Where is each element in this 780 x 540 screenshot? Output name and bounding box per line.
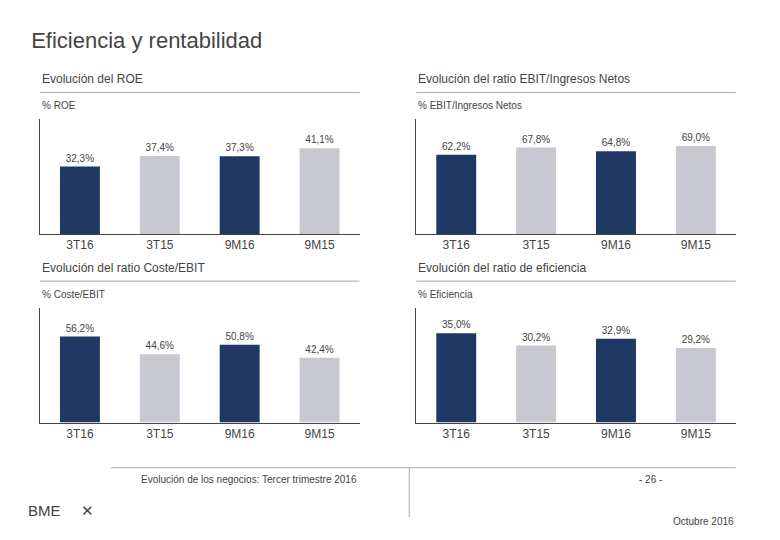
svg-text:62,2%: 62,2% [442, 141, 470, 152]
svg-text:3T15: 3T15 [146, 427, 174, 441]
svg-text:32,3%: 32,3% [66, 153, 94, 164]
svg-text:Evolución del ratio de eficien: Evolución del ratio de eficiencia [418, 261, 586, 275]
svg-text:✕: ✕ [81, 502, 94, 519]
svg-text:Evolución del ROE: Evolución del ROE [42, 72, 143, 86]
svg-text:% Eficiencia: % Eficiencia [418, 289, 473, 300]
svg-text:9M15: 9M15 [305, 427, 335, 441]
svg-text:35,0%: 35,0% [442, 319, 470, 330]
svg-text:9M16: 9M16 [225, 427, 255, 441]
svg-text:3T16: 3T16 [443, 238, 471, 252]
svg-text:3T16: 3T16 [443, 427, 471, 441]
svg-text:67,8%: 67,8% [522, 134, 550, 145]
svg-text:% EBIT/Ingresos Netos: % EBIT/Ingresos Netos [418, 100, 522, 111]
svg-text:3T16: 3T16 [66, 238, 94, 252]
svg-text:44,6%: 44,6% [146, 340, 174, 351]
svg-text:32,9%: 32,9% [602, 325, 630, 336]
svg-text:% ROE: % ROE [42, 100, 76, 111]
svg-text:Evolución del ratio Coste/EBIT: Evolución del ratio Coste/EBIT [42, 261, 205, 275]
svg-text:42,4%: 42,4% [305, 344, 333, 355]
svg-text:69,0%: 69,0% [682, 132, 710, 143]
svg-text:9M15: 9M15 [681, 238, 711, 252]
svg-text:Evolución de los negocios: Ter: Evolución de los negocios: Tercer trimes… [141, 474, 357, 485]
svg-text:56,2%: 56,2% [66, 323, 94, 334]
svg-text:9M16: 9M16 [601, 238, 631, 252]
svg-text:64,8%: 64,8% [602, 137, 630, 148]
svg-text:9M15: 9M15 [305, 238, 335, 252]
svg-text:3T15: 3T15 [146, 238, 174, 252]
svg-text:% Coste/EBIT: % Coste/EBIT [42, 289, 105, 300]
svg-text:3T15: 3T15 [522, 238, 550, 252]
svg-text:Eficiencia y rentabilidad: Eficiencia y rentabilidad [31, 28, 262, 53]
svg-text:41,1%: 41,1% [305, 134, 333, 145]
svg-text:Evolución del ratio EBIT/Ingre: Evolución del ratio EBIT/Ingresos Netos [418, 72, 630, 86]
svg-text:30,2%: 30,2% [522, 332, 550, 343]
svg-text:9M16: 9M16 [225, 238, 255, 252]
svg-text:37,3%: 37,3% [225, 142, 253, 153]
svg-text:29,2%: 29,2% [682, 334, 710, 345]
svg-text:50,8%: 50,8% [225, 331, 253, 342]
svg-text:3T15: 3T15 [522, 427, 550, 441]
svg-text:9M15: 9M15 [681, 427, 711, 441]
svg-text:3T16: 3T16 [66, 427, 94, 441]
svg-text:- 26 -: - 26 - [639, 474, 662, 485]
svg-text:Octubre 2016: Octubre 2016 [673, 516, 734, 527]
svg-text:37,4%: 37,4% [146, 142, 174, 153]
svg-text:9M16: 9M16 [601, 427, 631, 441]
svg-text:BME: BME [28, 502, 61, 519]
